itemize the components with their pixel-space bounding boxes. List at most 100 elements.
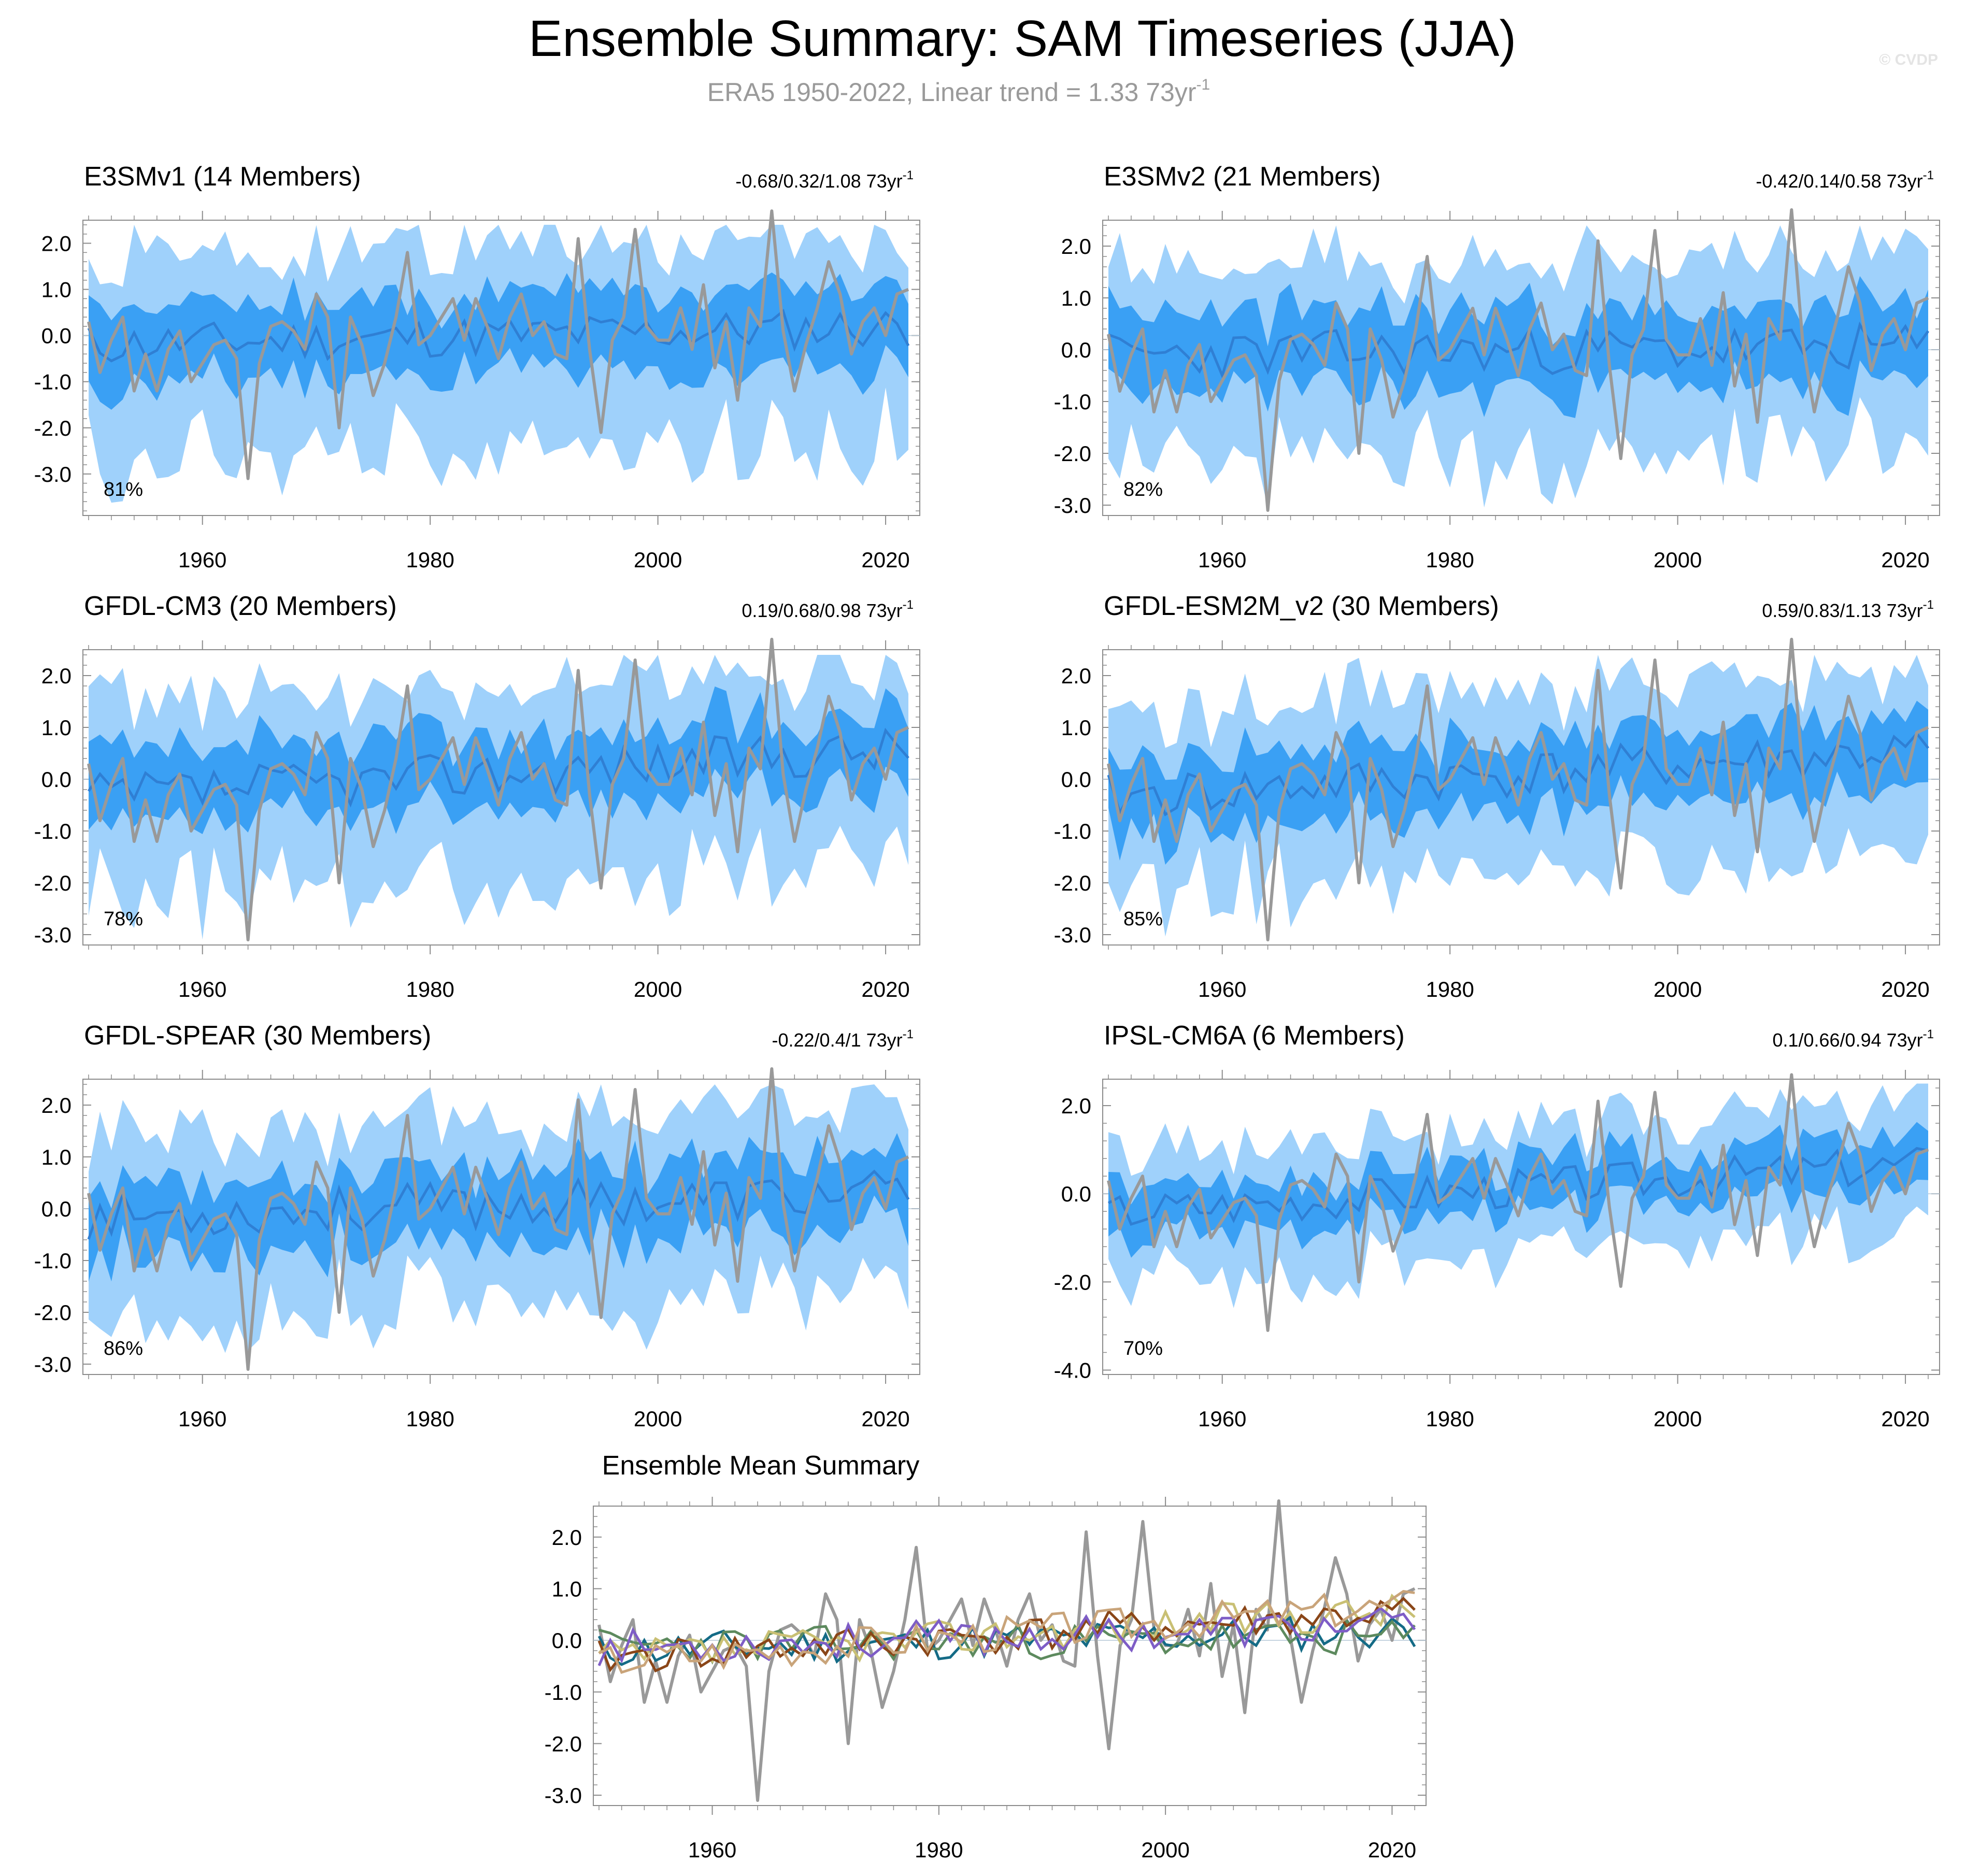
x-tick-label: 2000 <box>634 977 682 1001</box>
y-tick-label: 2.0 <box>1061 664 1091 688</box>
y-tick-label: -2.0 <box>545 1731 582 1756</box>
x-tick-label: 2020 <box>1881 977 1929 1001</box>
x-tick-label: 2020 <box>861 977 909 1001</box>
ensemble-mean-line <box>87 727 909 808</box>
panel-gfdl-spear: 2.0 1.0 0.0 -1.0 -2.0 -3.0 1960 1980 2000 2020 86% <box>34 1067 920 1431</box>
x-tick-label: 2020 <box>861 548 909 572</box>
x-tick-label: 1960 <box>178 548 226 572</box>
observed-era5-line <box>87 209 909 480</box>
panel-title-gfdl-esm2m: GFDL-ESM2M_v2 (30 Members) <box>1104 591 1499 621</box>
y-tick-label: 1.0 <box>41 278 72 302</box>
trend-label-e3smv1: -0.68/0.32/1.08 73yr-1 <box>735 168 914 192</box>
observed-era5-line <box>1107 1073 1929 1332</box>
panel-titles: E3SMv1 (14 Members) -0.68/0.32/1.08 73yr… <box>84 162 1934 1481</box>
y-tick-label: -3.0 <box>1054 923 1091 947</box>
panel-title-ipsl-cm6a: IPSL-CM6A (6 Members) <box>1104 1021 1405 1051</box>
rank-percentage-label: 81% <box>104 479 143 500</box>
panel-title-gfdl-cm3: GFDL-CM3 (20 Members) <box>84 591 397 621</box>
trend-label-gfdl-spear: -0.22/0.4/1 73yr-1 <box>772 1027 914 1051</box>
y-tick-label: 0.0 <box>1061 767 1091 792</box>
observed-era5-line <box>1107 208 1929 512</box>
x-tick-label: 1980 <box>915 1838 963 1862</box>
ensemble-iqr-band <box>1108 1122 1929 1258</box>
x-tick-label: 2000 <box>634 548 682 572</box>
rank-percentage-label: 86% <box>104 1338 143 1359</box>
trend-label-ipsl-cm6a: 0.1/0.66/0.94 73yr-1 <box>1772 1027 1934 1051</box>
y-tick-label: -1.0 <box>34 370 72 394</box>
x-tick-label: 1980 <box>1426 548 1474 572</box>
panel-gfdl-cm3: 2.0 1.0 0.0 -1.0 -2.0 -3.0 1960 1980 2000 2020 78% <box>34 638 920 1001</box>
y-tick-label: 1.0 <box>1061 286 1091 310</box>
x-tick-label: 1980 <box>1426 1407 1474 1431</box>
y-tick-label: 1.0 <box>41 715 72 740</box>
trend-label-gfdl-cm3: 0.19/0.68/0.98 73yr-1 <box>742 598 914 621</box>
plot-area: 2.0 1.0 0.0 -1.0 -2.0 -3.0 1960 1980 2000 2020 81%… <box>34 208 1940 1862</box>
y-tick-label: 0.0 <box>41 1197 72 1221</box>
panel-e3smv1: 2.0 1.0 0.0 -1.0 -2.0 -3.0 1960 1980 2000 2020 81% <box>34 209 920 572</box>
y-tick-label: -2.0 <box>34 416 72 440</box>
panel-title-gfdl-spear: GFDL-SPEAR (30 Members) <box>84 1021 431 1051</box>
y-tick-label: 1.0 <box>1061 715 1091 740</box>
y-tick-label: 2.0 <box>1061 1094 1091 1118</box>
y-tick-label: -3.0 <box>1054 493 1091 518</box>
mean-series-gfdl-spear <box>597 1607 1416 1666</box>
x-tick-label: 2000 <box>1654 1407 1702 1431</box>
y-tick-label: -2.0 <box>1054 871 1091 895</box>
y-tick-label: -1.0 <box>34 819 72 843</box>
y-tick-label: 0.0 <box>41 324 72 348</box>
y-tick-label: -3.0 <box>34 462 72 486</box>
x-tick-label: 1980 <box>406 977 454 1001</box>
figure-subtitle: ERA5 1950-2022, Linear trend = 1.33 73yr… <box>707 76 1210 107</box>
y-tick-label: 2.0 <box>41 1093 72 1118</box>
mean-series-gfdl-esm2m-v2 <box>597 1596 1416 1673</box>
x-tick-label: 2020 <box>1881 548 1929 572</box>
ensemble-iqr-band <box>88 272 909 410</box>
x-tick-label: 2000 <box>1654 548 1702 572</box>
rank-percentage-label: 85% <box>1123 908 1163 930</box>
panel-title-e3smv2: E3SMv2 (21 Members) <box>1104 162 1381 192</box>
observed-era5-line <box>87 638 909 941</box>
ensemble-range-band <box>1108 1083 1929 1308</box>
x-tick-label: 1960 <box>688 1838 736 1862</box>
rank-percentage-label: 82% <box>1123 479 1163 500</box>
y-tick-label: 1.0 <box>41 1145 72 1169</box>
ensemble-iqr-band <box>88 1133 909 1282</box>
x-tick-label: 1960 <box>1198 1407 1246 1431</box>
y-tick-label: 0.0 <box>1061 338 1091 362</box>
y-tick-label: -1.0 <box>34 1249 72 1273</box>
y-tick-label: -1.0 <box>1054 819 1091 843</box>
panel-ipsl-cm6a: 2.0 0.0 -2.0 -4.0 1960 1980 2000 2020 70% <box>1054 1070 1940 1431</box>
x-tick-label: 1960 <box>178 977 226 1001</box>
panel-gfdl-esm2m-v2: 2.0 1.0 0.0 -1.0 -2.0 -3.0 1960 1980 2000 2020 85% <box>1054 638 1940 1001</box>
trend-label-gfdl-esm2m: 0.59/0.83/1.13 73yr-1 <box>1762 598 1934 621</box>
figure-title: Ensemble Summary: SAM Timeseries (JJA) <box>529 10 1516 67</box>
y-tick-label: -3.0 <box>545 1783 582 1808</box>
y-tick-label: 0.0 <box>1061 1182 1091 1206</box>
ensemble-mean-line <box>87 1169 910 1240</box>
x-tick-label: 2020 <box>1881 1407 1929 1431</box>
rank-percentage-label: 78% <box>104 908 143 930</box>
y-tick-label: 1.0 <box>552 1577 582 1601</box>
y-tick-label: -2.0 <box>34 1300 72 1325</box>
rank-percentage-label: 70% <box>1123 1338 1163 1359</box>
x-tick-label: 2000 <box>634 1407 682 1431</box>
y-tick-label: -2.0 <box>1054 1270 1091 1294</box>
y-tick-label: -1.0 <box>545 1680 582 1705</box>
x-tick-label: 2000 <box>1654 977 1702 1001</box>
x-tick-label: 2020 <box>861 1407 909 1431</box>
x-tick-label: 1980 <box>406 1407 454 1431</box>
panel-ensemble-mean-summary: 2.0 1.0 0.0 -1.0 -2.0 -3.0 1960 1980 2000 2020 <box>545 1497 1427 1862</box>
y-tick-label: 0.0 <box>552 1628 582 1653</box>
y-tick-label: -4.0 <box>1054 1358 1091 1382</box>
y-tick-label: -2.0 <box>34 871 72 895</box>
y-tick-label: 2.0 <box>552 1525 582 1550</box>
ensemble-mean-line <box>1107 732 1929 817</box>
mean-panel-title: Ensemble Mean Summary <box>602 1451 920 1481</box>
y-tick-label: 2.0 <box>1061 234 1091 259</box>
panel-title-e3smv1: E3SMv1 (14 Members) <box>84 162 361 192</box>
x-tick-label: 1960 <box>178 1407 226 1431</box>
y-tick-label: 0.0 <box>41 767 72 792</box>
y-tick-label: 2.0 <box>41 232 72 256</box>
ensemble-iqr-band <box>1108 700 1929 865</box>
